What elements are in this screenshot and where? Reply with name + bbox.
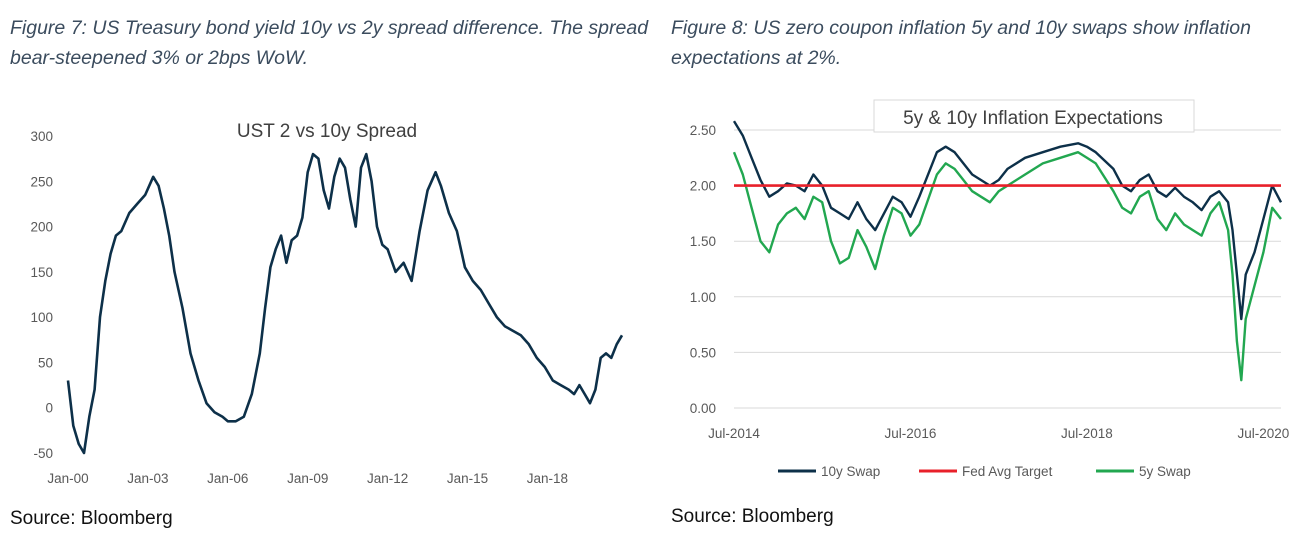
inflation-legend: 10y Swap Fed Avg Target 5y Swap [778, 464, 1191, 479]
spread-y-tick-label: 150 [30, 265, 53, 280]
inflation-x-tick-label: Jul-2016 [885, 426, 937, 441]
inflation-chart: 2.502.001.501.000.500.00 Jul-2014 Jul-201… [690, 99, 1289, 479]
figure-7-caption: Figure 7: US Treasury bond yield 10y vs … [10, 17, 649, 69]
figure-8-source: Source: Bloomberg [671, 506, 834, 527]
inflation-gridlines [734, 129, 1281, 409]
spread-x-tick-label: Jan-00 [47, 471, 88, 486]
legend-item-fed-avg-target: Fed Avg Target [919, 464, 1053, 479]
spread-x-axis: Jan-00 Jan-03 Jan-06 Jan-09 Jan-12 Jan-15 Jan-… [47, 471, 568, 486]
spread-chart-title: UST 2 vs 10y Spread [237, 121, 417, 142]
inflation-y-tick-label: 0.00 [690, 401, 716, 416]
spread-series-lines [66, 152, 624, 455]
inflation-chart-title: 5y & 10y Inflation Expectations [903, 108, 1163, 129]
spread-x-tick-label: Jan-12 [367, 471, 408, 486]
inflation-y-tick-label: 1.50 [690, 234, 716, 249]
spread-x-tick-label: Jan-15 [447, 471, 488, 486]
inflation-title-box [873, 99, 1195, 133]
legend-label: Fed Avg Target [962, 464, 1053, 479]
inflation-y-tick-label: 2.50 [690, 123, 716, 138]
inflation-series-lines [732, 120, 1283, 382]
inflation-y-tick-label: 0.50 [690, 345, 716, 360]
swap-10y-series-line [732, 120, 1283, 321]
inflation-x-tick-label: Jul-2014 [708, 426, 760, 441]
spread-y-tick-label: 0 [45, 401, 53, 416]
inflation-y-tick-label: 1.00 [690, 290, 716, 305]
legend-item-swap-5y: 5y Swap [1096, 464, 1191, 479]
figure-8-caption: Figure 8: US zero coupon inflation 5y an… [671, 17, 1251, 69]
legend-item-swap-10y: 10y Swap [778, 464, 880, 479]
figure-7-source: Source: Bloomberg [10, 508, 173, 529]
spread-y-tick-label: 250 [30, 174, 53, 189]
spread-y-tick-label: 300 [30, 129, 53, 144]
spread-x-tick-label: Jan-06 [207, 471, 248, 486]
spread-chart: UST 2 vs 10y Spread 300 250 200 150 100 50 0 -5… [30, 121, 624, 486]
inflation-x-tick-label: Jul-2020 [1237, 426, 1289, 441]
inflation-y-axis: 2.50 2.00 1.50 1.00 0.50 0.00 [690, 123, 716, 416]
inflation-y-tick-label: 2.00 [690, 179, 716, 194]
inflation-x-tick-label: Jul-2018 [1061, 426, 1113, 441]
spread-y-tick-label: 100 [30, 310, 53, 325]
spread-y-tick-label: -50 [33, 446, 53, 461]
legend-label: 5y Swap [1139, 464, 1191, 479]
inflation-x-axis: Jul-2014 Jul-2016 Jul-2018 Jul-2020 [708, 426, 1289, 441]
spread-y-tick-label: 50 [38, 355, 53, 370]
spread-y-axis: 300 250 200 150 100 50 0 -50 [30, 129, 53, 461]
spread-x-tick-label: Jan-03 [127, 471, 168, 486]
spread-y-tick-label: 200 [30, 220, 53, 235]
spread-x-tick-label: Jan-18 [527, 471, 568, 486]
spread-series-line [66, 152, 624, 455]
legend-label: 10y Swap [821, 464, 880, 479]
spread-x-tick-label: Jan-09 [287, 471, 328, 486]
